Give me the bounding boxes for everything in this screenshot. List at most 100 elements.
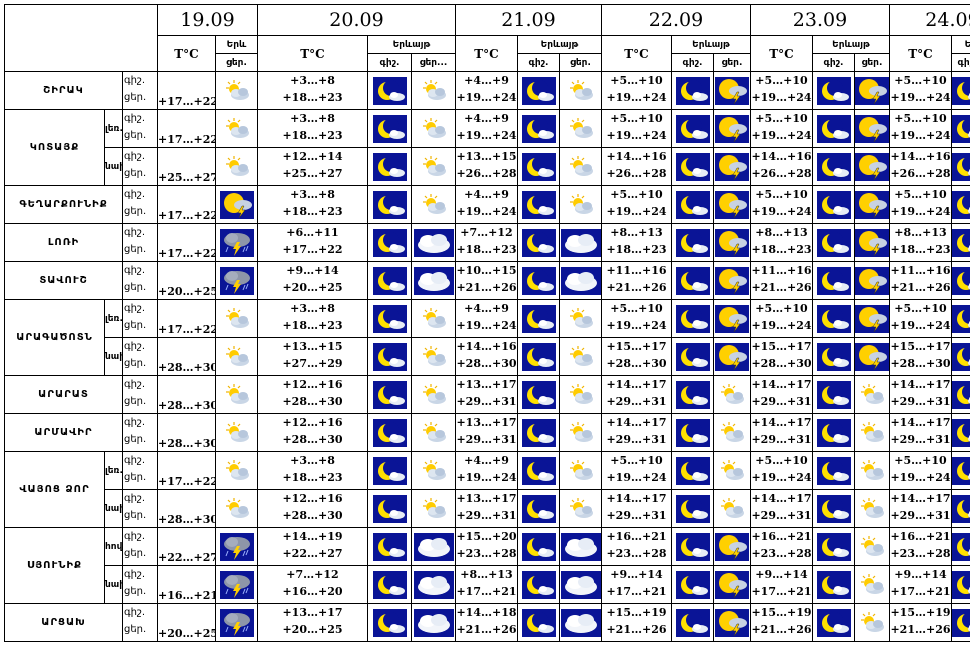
day-label: ցեր. bbox=[124, 358, 147, 369]
sun-cloud-icon bbox=[713, 375, 751, 414]
temp-cell: +8…+13 +17…+21 bbox=[455, 565, 518, 604]
day-temp: +19…+24 bbox=[606, 129, 667, 142]
temp-header: T°C bbox=[455, 35, 518, 72]
forecast-table: 19.09 20.09 21.09 22.09 23.09 24.09 T°C … bbox=[4, 4, 970, 642]
night-temp: +5…+10 bbox=[610, 188, 663, 201]
sun-thunder-icon bbox=[713, 565, 751, 604]
moon-night-icon bbox=[517, 489, 560, 528]
temp-cell: +5…+10 +19…+24 bbox=[750, 109, 813, 148]
temp-cell: +15…+19 +21…+26 bbox=[889, 603, 952, 642]
night-label: գիշ. bbox=[124, 303, 146, 314]
table-row: ԱՐԱԳԱԾՈՏՆ լեռ. գիշ. ցեր. +17…+22 +3…+8 +18…+23… bbox=[4, 299, 970, 376]
sun-cloud-icon bbox=[215, 489, 258, 528]
night-label: գիշ. bbox=[124, 607, 146, 618]
day-temp: +29…+31 bbox=[606, 395, 667, 408]
day-temp: +29…+31 bbox=[890, 395, 951, 408]
day-temp: +28…+30 bbox=[282, 395, 343, 408]
moon-night-icon bbox=[951, 299, 970, 338]
table-row: նախ.գիշ. ցեր. +25…+27 +12…+14 +25…+27 +13…+15… bbox=[5, 147, 970, 186]
moon-night-icon bbox=[517, 527, 560, 566]
temp-cell: +9…+14 +17…+21 bbox=[750, 565, 813, 604]
day-temp: +29…+31 bbox=[751, 395, 812, 408]
moon-night-icon bbox=[517, 603, 560, 642]
night-temp: +14…+17 bbox=[606, 378, 667, 391]
temp-range: +17…+22 bbox=[157, 109, 216, 148]
moon-night-icon bbox=[517, 413, 560, 452]
day-temp: +18…+23 bbox=[282, 471, 343, 484]
date-header: 20.09 bbox=[257, 4, 456, 36]
sun-thunder-icon bbox=[854, 337, 890, 376]
temp-header: T°C bbox=[889, 35, 952, 72]
day-label: ցեր. bbox=[124, 396, 147, 407]
temp-cell: +14…+16 +26…+28 bbox=[601, 147, 672, 186]
sun-cloud-icon bbox=[411, 147, 456, 186]
moon-night-icon bbox=[812, 299, 855, 338]
moon-night-icon bbox=[812, 109, 855, 148]
moon-night-icon bbox=[812, 71, 855, 110]
temp-cell: +12…+16 +28…+30 bbox=[257, 489, 368, 528]
table-row: ԱՐՑԱԽ գիշ. ցեր. +20…+25 +13…+17 +20…+25 +14…+1… bbox=[4, 603, 970, 642]
sun-cloud-icon bbox=[559, 109, 602, 148]
temp-cell: +13…+17 +29…+31 bbox=[455, 375, 518, 414]
day-temp: +18…+23 bbox=[751, 243, 812, 256]
temp-cell: +14…+17 +29…+31 bbox=[601, 413, 672, 452]
sun-cloud-icon bbox=[215, 337, 258, 376]
day-temp: +28…+30 bbox=[282, 509, 343, 522]
temp-cell: +12…+16 +28…+30 bbox=[257, 413, 368, 452]
day-temp: +20…+25 bbox=[282, 623, 343, 636]
night-temp: +14…+17 bbox=[751, 492, 812, 505]
night-label: գիշ. bbox=[124, 189, 146, 200]
night-temp: +11…+16 bbox=[751, 264, 812, 277]
temp-cell: +10…+15 +21…+26 bbox=[455, 261, 518, 300]
moon-night-icon bbox=[812, 451, 855, 490]
temp-cell: +13…+15 +26…+28 bbox=[455, 147, 518, 186]
day-temp: +26…+28 bbox=[456, 167, 517, 180]
moon-night-icon bbox=[951, 527, 970, 566]
sun-cloud-icon bbox=[411, 109, 456, 148]
moon-night-icon bbox=[671, 527, 714, 566]
temp-cell: +5…+10 +19…+24 bbox=[889, 185, 952, 224]
day-temp: +19…+24 bbox=[456, 471, 517, 484]
subregion-label: հով. bbox=[104, 527, 123, 566]
day-temp: +19…+24 bbox=[890, 471, 951, 484]
moon-night-icon bbox=[367, 261, 412, 300]
moon-night-icon bbox=[671, 71, 714, 110]
temp-cell: +16…+21 +23…+28 bbox=[889, 527, 952, 566]
night-temp: +5…+10 bbox=[894, 188, 947, 201]
moon-night-icon bbox=[367, 337, 412, 376]
period-labels: գիշ. ցեր. bbox=[122, 603, 158, 642]
moon-night-icon bbox=[671, 147, 714, 186]
cloud-icon bbox=[559, 565, 602, 604]
moon-night-icon bbox=[671, 299, 714, 338]
night-temp: +14…+17 bbox=[606, 492, 667, 505]
night-temp: +14…+18 bbox=[456, 606, 517, 619]
sun-thunder-icon bbox=[713, 109, 751, 148]
sun-cloud-icon bbox=[559, 413, 602, 452]
night-temp: +15…+19 bbox=[751, 606, 812, 619]
sun-thunder-icon bbox=[713, 261, 751, 300]
day-header: ցեր. bbox=[854, 53, 890, 72]
night-temp: +15…+19 bbox=[890, 606, 951, 619]
region-name: ԳԵՂԱՐՔՈՒՆԻՔ bbox=[4, 185, 123, 224]
day-temp: +17…+21 bbox=[456, 585, 517, 598]
temp-cell: +5…+10 +19…+24 bbox=[601, 71, 672, 110]
day-label: ցեր. bbox=[124, 472, 147, 483]
night-temp: +5…+10 bbox=[755, 74, 808, 87]
sun-cloud-icon bbox=[215, 71, 258, 110]
moon-night-icon bbox=[671, 489, 714, 528]
period-labels: գիշ. ցեր. bbox=[122, 565, 158, 604]
moon-night-icon bbox=[367, 147, 412, 186]
sun-cloud-icon bbox=[559, 147, 602, 186]
night-header: գիշ. bbox=[951, 53, 970, 72]
night-temp: +3…+8 bbox=[290, 112, 335, 125]
temp-cell: +5…+10 +19…+24 bbox=[750, 71, 813, 110]
temp-cell: +5…+10 +19…+24 bbox=[889, 109, 952, 148]
sun-cloud-icon bbox=[559, 489, 602, 528]
night-temp: +5…+10 bbox=[610, 302, 663, 315]
temp-cell: +9…+14 +20…+25 bbox=[257, 261, 368, 300]
moon-night-icon bbox=[517, 299, 560, 338]
sun-thunder-icon bbox=[854, 109, 890, 148]
temp-cell: +14…+17 +29…+31 bbox=[889, 375, 952, 414]
sun-thunder-icon bbox=[713, 147, 751, 186]
sun-cloud-icon bbox=[411, 375, 456, 414]
